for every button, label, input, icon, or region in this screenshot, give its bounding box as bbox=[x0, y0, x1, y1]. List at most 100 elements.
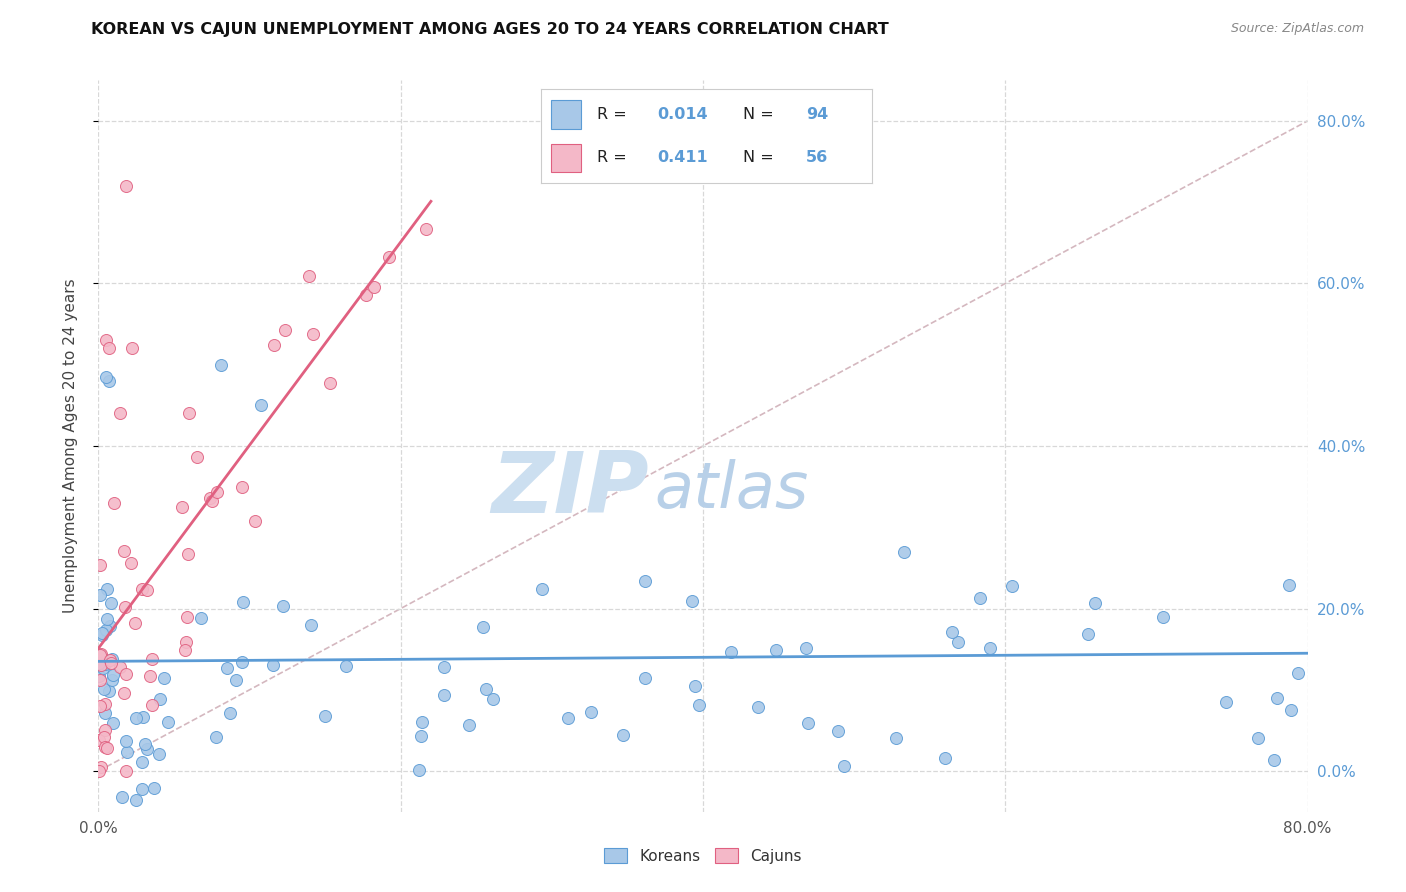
Point bbox=[302, 327, 325, 342]
Point bbox=[89, 732, 111, 747]
Text: Source: ZipAtlas.com: Source: ZipAtlas.com bbox=[1230, 22, 1364, 36]
Point bbox=[720, 645, 742, 659]
Point bbox=[124, 711, 146, 725]
Point bbox=[89, 673, 111, 687]
Point bbox=[557, 711, 579, 725]
Point bbox=[176, 609, 198, 624]
Point bbox=[101, 652, 124, 666]
Point bbox=[299, 617, 322, 632]
Point bbox=[458, 718, 481, 732]
Point bbox=[530, 582, 553, 597]
Point bbox=[1279, 703, 1302, 717]
Text: ZIP: ZIP bbox=[491, 449, 648, 532]
Text: 94: 94 bbox=[806, 107, 828, 122]
Point bbox=[141, 652, 163, 666]
Point bbox=[115, 734, 138, 748]
Point bbox=[1084, 596, 1107, 610]
Point bbox=[231, 656, 253, 670]
Point bbox=[176, 634, 198, 648]
Point bbox=[153, 671, 176, 685]
Point bbox=[91, 661, 114, 675]
Point bbox=[96, 582, 118, 596]
Point bbox=[409, 730, 432, 744]
Text: 0.411: 0.411 bbox=[657, 150, 707, 165]
Point bbox=[634, 671, 657, 685]
Point bbox=[117, 745, 139, 759]
Point bbox=[94, 739, 117, 754]
Point bbox=[114, 178, 136, 193]
Point bbox=[408, 763, 430, 777]
FancyBboxPatch shape bbox=[551, 144, 581, 171]
Point bbox=[231, 480, 253, 494]
Point bbox=[101, 667, 124, 681]
Point bbox=[103, 715, 125, 730]
Point bbox=[271, 599, 294, 613]
Point bbox=[190, 611, 212, 625]
Text: 56: 56 bbox=[806, 150, 828, 165]
Point bbox=[354, 288, 377, 302]
Point bbox=[249, 398, 271, 412]
Point bbox=[94, 334, 117, 348]
Point bbox=[683, 679, 706, 693]
Point bbox=[177, 547, 200, 561]
Point bbox=[98, 342, 121, 356]
Point bbox=[89, 648, 111, 662]
Point bbox=[101, 673, 124, 687]
Point bbox=[335, 659, 357, 673]
Point bbox=[934, 751, 956, 765]
Point bbox=[93, 682, 115, 697]
Point bbox=[120, 556, 142, 570]
Point bbox=[827, 724, 849, 739]
Point bbox=[103, 496, 125, 510]
Point bbox=[94, 370, 117, 384]
Point bbox=[90, 625, 112, 640]
Point bbox=[90, 658, 112, 673]
Point bbox=[581, 706, 603, 720]
Point bbox=[94, 623, 117, 637]
Text: R =: R = bbox=[598, 107, 633, 122]
Point bbox=[433, 660, 456, 674]
Point bbox=[688, 698, 710, 713]
Point bbox=[87, 764, 110, 778]
Point bbox=[143, 780, 166, 795]
Point bbox=[363, 280, 385, 294]
Point bbox=[108, 407, 131, 421]
Point bbox=[765, 643, 787, 657]
Point bbox=[131, 582, 153, 596]
Legend: Koreans, Cajuns: Koreans, Cajuns bbox=[598, 842, 808, 870]
Point bbox=[115, 764, 138, 778]
Point bbox=[139, 668, 162, 682]
Point bbox=[186, 450, 208, 465]
Point bbox=[225, 673, 247, 688]
Text: N =: N = bbox=[742, 150, 779, 165]
Point bbox=[794, 640, 817, 655]
Point bbox=[108, 659, 131, 673]
Point bbox=[941, 624, 963, 639]
Point bbox=[314, 709, 336, 723]
Point bbox=[93, 730, 115, 744]
Point bbox=[124, 615, 146, 630]
Point bbox=[112, 543, 135, 558]
Text: atlas: atlas bbox=[655, 458, 808, 521]
Point bbox=[262, 657, 284, 672]
Point bbox=[94, 657, 117, 671]
Point bbox=[893, 544, 915, 558]
Point bbox=[100, 596, 122, 610]
Text: N =: N = bbox=[742, 107, 779, 122]
Point bbox=[634, 574, 657, 588]
Point bbox=[1247, 731, 1270, 745]
Point bbox=[211, 358, 233, 372]
Point bbox=[132, 710, 155, 724]
Point bbox=[797, 716, 820, 731]
Point bbox=[93, 697, 115, 711]
Point bbox=[174, 643, 197, 657]
Point bbox=[232, 595, 254, 609]
Point bbox=[97, 684, 120, 698]
Point bbox=[217, 661, 239, 675]
Point bbox=[207, 485, 229, 500]
Point bbox=[198, 491, 221, 505]
Point bbox=[1077, 627, 1099, 641]
Point bbox=[1263, 752, 1285, 766]
Point bbox=[612, 727, 634, 741]
Text: 0.014: 0.014 bbox=[657, 107, 707, 122]
